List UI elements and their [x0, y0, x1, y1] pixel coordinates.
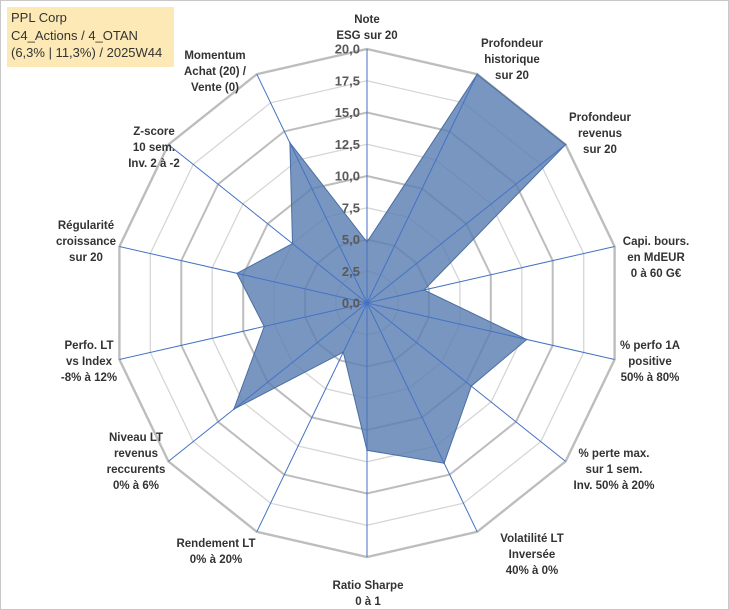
axis-label-line: Rendement LT: [176, 538, 256, 550]
axis-label: Note ESG sur 20: [292, 12, 442, 44]
axis-line: [168, 302, 368, 462]
axis-label-line: Profondeur: [569, 112, 631, 124]
data-point: [525, 338, 528, 341]
data-point: [342, 351, 345, 354]
axis-label-line: Niveau LT: [108, 432, 164, 444]
axis-label: Profondeur historique sur 20: [437, 36, 587, 84]
data-point: [366, 449, 368, 452]
axis-label-line: revenus: [113, 448, 159, 460]
axis-label-line: Momentum: [184, 50, 246, 62]
axis-label-line: ESG sur 20: [336, 30, 398, 42]
axis-label-line: Inversée: [508, 549, 556, 561]
data-point: [443, 462, 445, 465]
tick-label: 0,0: [342, 296, 360, 311]
data-point: [236, 272, 238, 275]
axis-label: Ratio Sharpe 0 à 1: [293, 578, 443, 610]
axis-line: [366, 144, 566, 304]
axis-label-line: reccurents: [106, 464, 166, 476]
axis-label-line: Profondeur: [481, 38, 543, 50]
axis-line: [256, 302, 368, 533]
axis-label-line: Ratio Sharpe: [332, 580, 404, 592]
axis-label: Z-score 10 sem. Inv. 2 à -2: [79, 124, 229, 172]
axis-line: [119, 302, 368, 360]
data-point: [263, 325, 266, 328]
axis-label-line: sur 20: [583, 144, 617, 156]
axis-line: [366, 246, 615, 304]
axis-line: [168, 144, 368, 304]
axis-label: Niveau LT revenus reccurents 0% à 6%: [61, 430, 211, 494]
data-point: [470, 385, 473, 387]
axis-line: [256, 73, 368, 304]
performance-week: (6,3% | 11,3%) / 2025W44: [11, 45, 163, 60]
axis-label-line: positive: [628, 356, 672, 368]
data-point: [289, 142, 291, 144]
axis-label: % perfo 1A positive 50% à 80%: [575, 338, 725, 386]
axis-label-line: 0% à 20%: [189, 554, 243, 566]
axis-label-line: Perfo. LT: [64, 340, 114, 352]
axis-label-line: sur 20: [495, 70, 529, 82]
axis-label: Rendement LT 0% à 20%: [141, 536, 291, 568]
tick-label: 5,0: [342, 232, 360, 247]
axis-line: [366, 302, 478, 533]
portfolio-category: C4_Actions / 4_OTAN: [11, 27, 138, 43]
data-point: [291, 242, 294, 245]
axis-label-line: historique: [484, 54, 540, 66]
data-point: [366, 241, 368, 243]
tick-label: 12,5: [335, 137, 360, 152]
axis-label-line: 0% à 6%: [112, 480, 160, 492]
axis-label: Régularité croissance sur 20: [11, 218, 161, 266]
axis-label-line: 0 à 60 G€: [630, 268, 682, 280]
tick-label: 15,0: [335, 105, 360, 120]
chart-title-box: PPL Corp C4_Actions / 4_OTAN (6,3% | 11,…: [7, 7, 174, 67]
axis-label-line: Note: [354, 14, 380, 26]
axis-label-line: -8% à 12%: [60, 372, 118, 384]
axis-line: [366, 302, 566, 462]
axis-label: Momentum Achat (20) / Vente (0): [140, 48, 290, 96]
axis-label-line: revenus: [577, 128, 623, 140]
axis-label-line: sur 20: [69, 252, 103, 264]
tick-label: 17,5: [335, 73, 360, 88]
axis-label-line: croissance: [55, 236, 117, 248]
axis-line: [366, 73, 478, 304]
axis-label: % perte max. sur 1 sem. Inv. 50% à 20%: [539, 446, 689, 494]
axis-label-line: Vente (0): [191, 82, 239, 94]
tick-label: 10,0: [335, 169, 360, 184]
axis-label-line: Capi. bours.: [622, 236, 690, 248]
data-point: [476, 73, 479, 75]
axis-label-line: Inv. 50% à 20%: [573, 480, 655, 492]
axis-label: Volatilité LT Inversée 40% à 0%: [457, 531, 607, 579]
axis-label-line: vs Index: [65, 356, 113, 368]
axis-label-line: 0 à 1: [355, 596, 381, 608]
data-point: [233, 408, 235, 410]
axis-label: Profondeur revenus sur 20: [525, 110, 675, 158]
tick-label: 7,5: [342, 200, 360, 215]
axis-label-line: 50% à 80%: [620, 372, 680, 384]
axis-label: Capi. bours. en MdEUR 0 à 60 G€: [581, 234, 729, 282]
axis-label-line: Z-score: [133, 126, 175, 138]
axis-label-line: Achat (20) /: [184, 66, 246, 78]
axis-label-line: % perfo 1A: [619, 340, 681, 352]
tick-label: 20,0: [335, 42, 360, 57]
axis-label-line: Volatilité LT: [500, 533, 564, 545]
tick-label: 2,5: [342, 264, 360, 279]
axis-label: Perfo. LT vs Index -8% à 12%: [14, 338, 164, 386]
axis-line: [119, 246, 368, 304]
axis-label-line: Régularité: [57, 220, 115, 232]
axis-label-line: sur 1 sem.: [585, 464, 643, 476]
data-point: [423, 289, 425, 291]
axis-line: [366, 302, 615, 360]
axis-label-line: % perte max.: [578, 448, 650, 460]
data-point: [564, 143, 567, 146]
axis-label-line: Inv. 2 à -2: [128, 158, 180, 170]
company-name: PPL Corp: [11, 10, 67, 25]
axis-label-line: 10 sem.: [132, 142, 176, 154]
axis-label-line: en MdEUR: [627, 252, 685, 264]
axis-label-line: 40% à 0%: [505, 565, 559, 577]
